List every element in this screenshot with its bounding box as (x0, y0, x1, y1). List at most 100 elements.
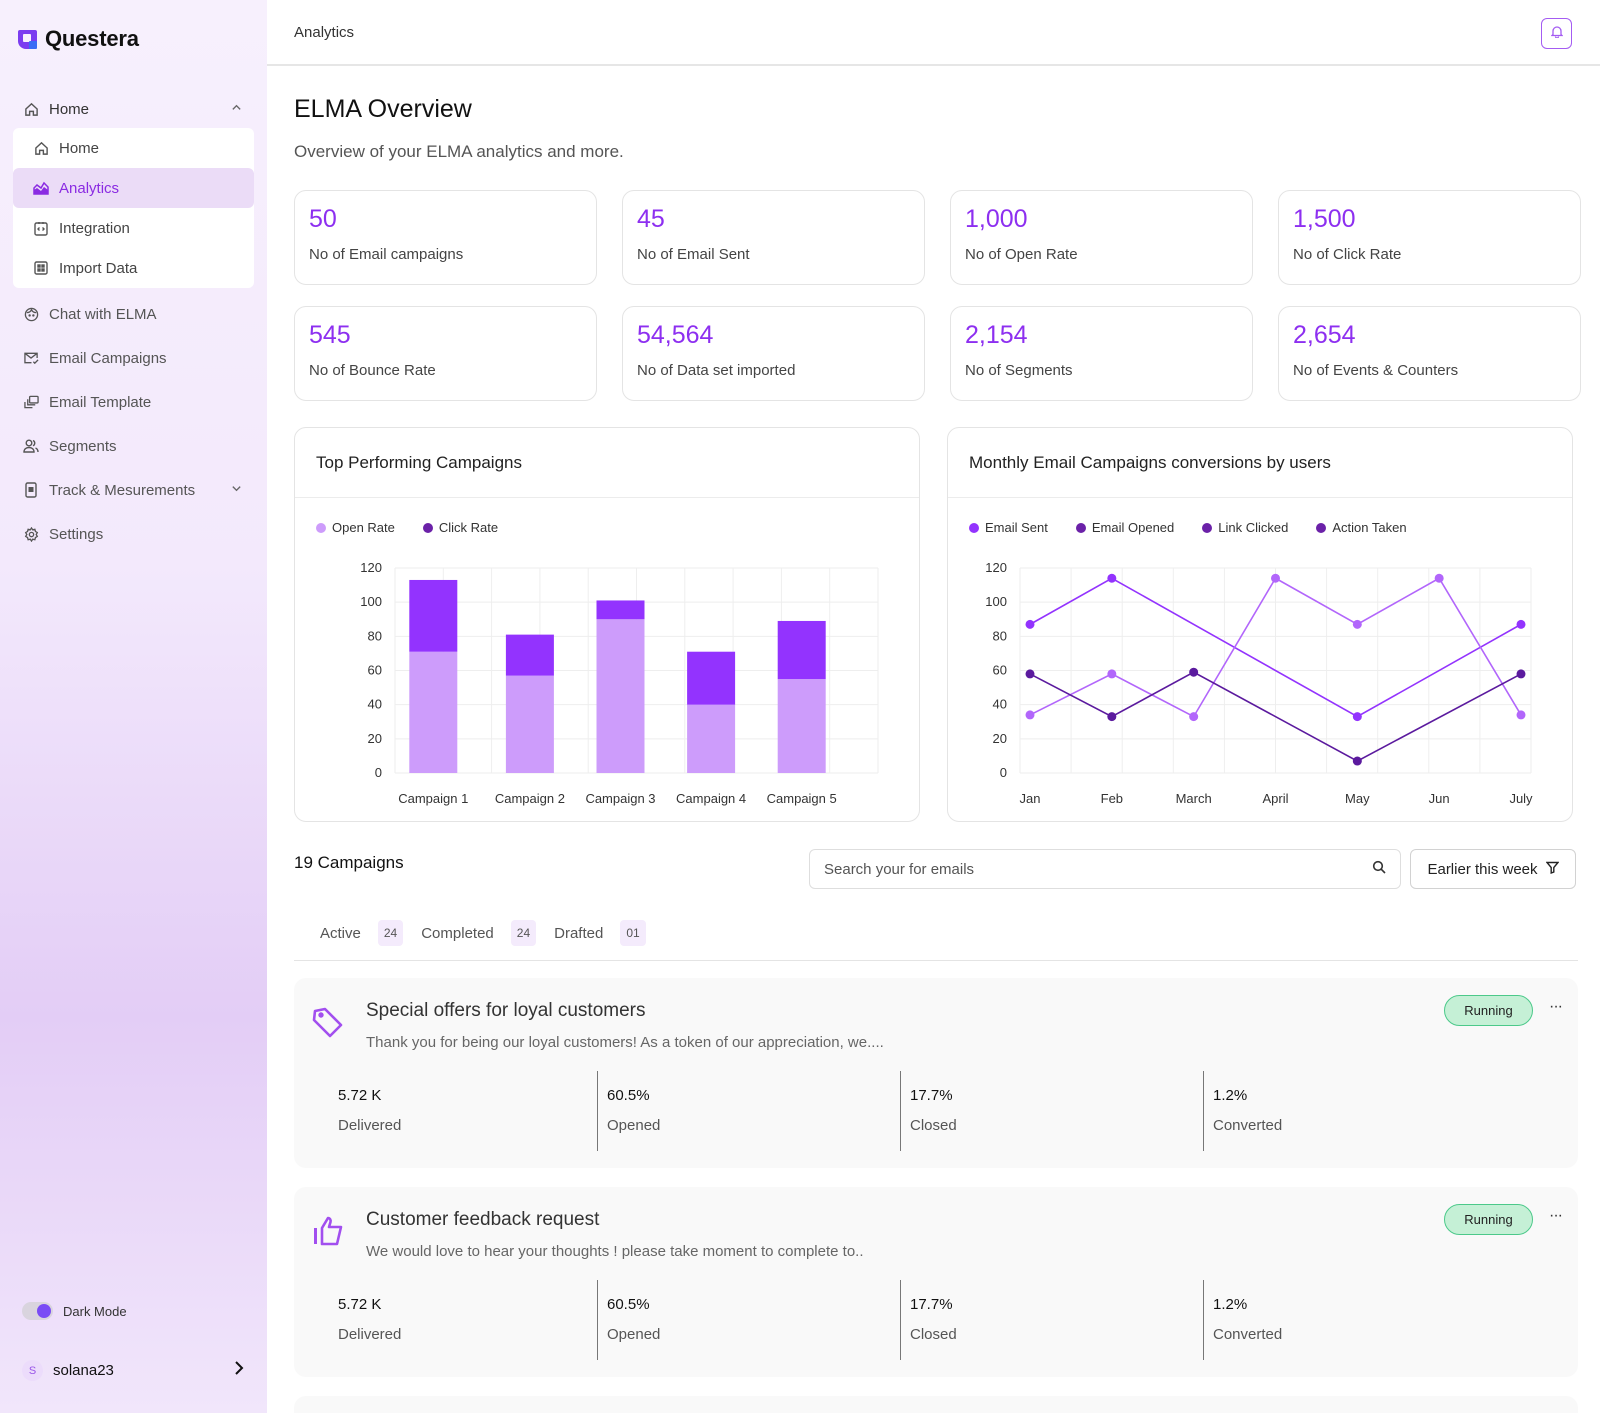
status-badge: Running (1444, 1204, 1533, 1235)
chevron-up-icon[interactable] (231, 102, 242, 116)
y-tick-label: 20 (368, 731, 382, 746)
stat-value: 545 (309, 321, 351, 349)
legend-label: Email Sent (985, 520, 1048, 535)
legend-item[interactable]: Link Clicked (1202, 520, 1288, 535)
sidebar-item-import-data[interactable]: Import Data (13, 248, 254, 288)
stat-label: No of Email Sent (637, 246, 750, 263)
legend-item[interactable]: Email Opened (1075, 520, 1175, 535)
legend-swatch (1316, 522, 1327, 533)
y-tick-label: 80 (368, 628, 382, 643)
data-point (1516, 669, 1526, 679)
sidebar-item-settings[interactable]: Settings (13, 512, 254, 556)
tab-active[interactable]: Active 24 (320, 920, 404, 946)
metric-converted: 1.2% Converted (1203, 1071, 1506, 1151)
campaign-card[interactable] (294, 1396, 1578, 1413)
bar-click-rate (687, 651, 736, 705)
date-filter-button[interactable]: Earlier this week (1410, 849, 1576, 889)
dark-mode-toggle[interactable] (22, 1302, 53, 1320)
chart-title: Monthly Email Campaigns conversions by u… (948, 428, 1572, 498)
template-icon (23, 394, 39, 410)
tab-count-badge: 24 (510, 920, 537, 946)
bar-click-rate (409, 579, 458, 652)
y-tick-label: 80 (993, 628, 1007, 643)
legend-swatch (1075, 522, 1086, 533)
data-point (1352, 756, 1362, 766)
sidebar-item-chat-with-elma[interactable]: Chat with ELMA (13, 292, 254, 336)
sidebar-group-home[interactable]: Home (13, 90, 254, 128)
y-tick-label: 20 (993, 731, 1007, 746)
sidebar-item-email-campaigns[interactable]: Email Campaigns (13, 336, 254, 380)
bar-open-rate (687, 704, 736, 773)
x-tick-label: July (1509, 791, 1533, 806)
campaign-card[interactable]: Customer feedback request We would love … (294, 1187, 1578, 1377)
stat-card: 545 No of Bounce Rate (294, 306, 597, 401)
sidebar-item-label: Track & Mesurements (49, 481, 196, 499)
tracker-icon (23, 482, 39, 498)
campaign-title[interactable]: Special offers for loyal customers (366, 1000, 646, 1021)
search-input[interactable] (824, 860, 1372, 878)
legend-label: Email Opened (1091, 520, 1175, 535)
tab-drafted[interactable]: Drafted 01 (554, 920, 646, 946)
legend-label: Action Taken (1332, 520, 1407, 535)
filter-icon (1545, 861, 1560, 878)
chevron-down-icon[interactable] (231, 483, 242, 497)
username: solana23 (53, 1362, 114, 1379)
sidebar-item-integration[interactable]: Integration (13, 208, 254, 248)
metric-label: Closed (910, 1326, 957, 1343)
search-icon[interactable] (1372, 860, 1386, 879)
sidebar-item-label: Settings (49, 525, 104, 543)
sidebar-item-home[interactable]: Home (13, 128, 254, 168)
bar-click-rate (596, 600, 645, 620)
more-options-icon[interactable]: ··· (1549, 1207, 1563, 1224)
sidebar-item-email-template[interactable]: Email Template (13, 380, 254, 424)
legend-item[interactable]: Open Rate (316, 520, 395, 535)
bar-open-rate (505, 675, 554, 773)
metric-delivered: 5.72 K Delivered (294, 1071, 597, 1151)
stat-value: 2,654 (1293, 321, 1356, 349)
metric-opened: 60.5% Opened (597, 1071, 900, 1151)
more-options-icon[interactable]: ··· (1549, 998, 1563, 1015)
data-point (1271, 573, 1280, 583)
bar-open-rate (409, 651, 458, 773)
chevron-right-icon[interactable] (234, 1360, 244, 1381)
user-profile[interactable]: S solana23 (22, 1360, 244, 1381)
stat-card: 1,000 No of Open Rate (950, 190, 1253, 285)
x-tick-label: Jun (1429, 791, 1450, 806)
sidebar-item-track-measurements[interactable]: Track & Mesurements (13, 468, 254, 512)
sidebar-item-label: Email Campaigns (49, 349, 167, 367)
analytics-icon (33, 180, 49, 196)
legend-item[interactable]: Click Rate (422, 520, 498, 535)
sidebar-item-label: Analytics (59, 179, 120, 197)
data-point (1189, 712, 1199, 722)
metric-label: Opened (607, 1117, 661, 1134)
metric-label: Closed (910, 1117, 957, 1134)
toggle-knob (37, 1304, 51, 1318)
metric-label: Converted (1213, 1117, 1283, 1134)
x-tick-label: Campaign 2 (495, 791, 565, 806)
chart-legend: Email Sent Email Opened Link Clicked Act… (969, 520, 1407, 535)
y-tick-label: 100 (360, 594, 382, 609)
search-box (809, 849, 1401, 889)
stat-card: 50 No of Email campaigns (294, 190, 597, 285)
sidebar-item-label: Segments (49, 437, 117, 455)
notifications-button[interactable] (1541, 18, 1572, 49)
sidebar: Questera Home Home (0, 0, 267, 1413)
users-icon (23, 438, 39, 454)
y-tick-label: 40 (368, 697, 382, 712)
tab-label: Drafted (554, 924, 604, 942)
sidebar-group-label: Home (49, 100, 90, 118)
home-icon (33, 140, 49, 156)
legend-item[interactable]: Action Taken (1316, 520, 1407, 535)
breadcrumb: Analytics (294, 23, 355, 41)
tab-label: Active (320, 924, 361, 942)
x-tick-label: Campaign 4 (676, 791, 746, 806)
sidebar-item-segments[interactable]: Segments (13, 424, 254, 468)
campaign-card[interactable]: Special offers for loyal customers Thank… (294, 978, 1578, 1168)
campaign-tabs: Active 24 Completed 24 Drafted 01 (294, 920, 1578, 961)
campaign-title[interactable]: Customer feedback request (366, 1209, 600, 1230)
logo[interactable]: Questera (18, 26, 139, 52)
tab-completed[interactable]: Completed 24 (421, 920, 537, 946)
legend-item[interactable]: Email Sent (969, 520, 1048, 535)
data-point (1025, 710, 1035, 720)
sidebar-item-analytics[interactable]: Analytics (13, 168, 254, 208)
